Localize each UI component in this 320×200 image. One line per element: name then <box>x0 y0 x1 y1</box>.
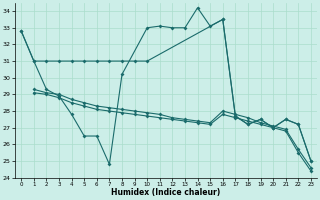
X-axis label: Humidex (Indice chaleur): Humidex (Indice chaleur) <box>111 188 221 197</box>
